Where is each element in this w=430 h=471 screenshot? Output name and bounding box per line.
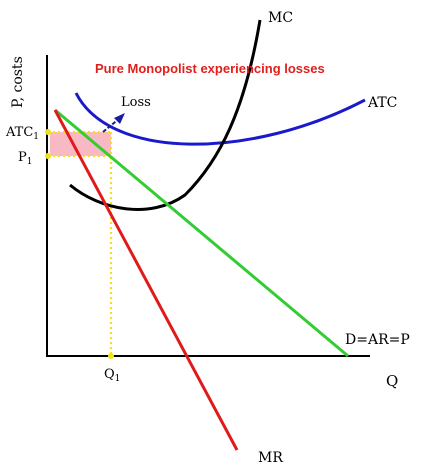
loss-area bbox=[50, 132, 111, 156]
atc1-marker bbox=[45, 129, 51, 135]
mc-label: MC bbox=[268, 10, 293, 26]
mc-curve bbox=[69, 19, 262, 211]
atc1-label: ATC1 bbox=[5, 125, 39, 142]
demand-label: D=AR=P bbox=[345, 332, 410, 348]
atc1-label-main: ATC bbox=[5, 125, 33, 140]
loss-label: Loss bbox=[121, 95, 151, 110]
x-axis-label: Q bbox=[386, 372, 398, 390]
y-axis-label: P, costs bbox=[10, 56, 26, 108]
mr-label: MR bbox=[258, 450, 283, 466]
q1-marker bbox=[108, 353, 114, 359]
q1-label-sub: 1 bbox=[115, 374, 121, 384]
demand-curve bbox=[54, 108, 349, 358]
guide-lines bbox=[48, 130, 113, 356]
atc1-label-sub: 1 bbox=[33, 132, 39, 142]
atc-label: ATC bbox=[367, 95, 397, 111]
q1-label: Q1 bbox=[104, 367, 120, 384]
axes bbox=[46, 55, 370, 357]
p1-label: P1 bbox=[18, 150, 32, 167]
q1-label-main: Q bbox=[104, 367, 115, 382]
p1-label-sub: 1 bbox=[27, 157, 33, 167]
p1-label-main: P bbox=[18, 150, 27, 165]
p1-marker bbox=[45, 153, 51, 159]
loss-arrow bbox=[102, 113, 125, 133]
tick-markers bbox=[45, 129, 114, 359]
mr-curve bbox=[53, 109, 239, 451]
diagram-title: Pure Monopolist experiencing losses bbox=[95, 61, 325, 76]
atc-curve bbox=[74, 92, 366, 146]
